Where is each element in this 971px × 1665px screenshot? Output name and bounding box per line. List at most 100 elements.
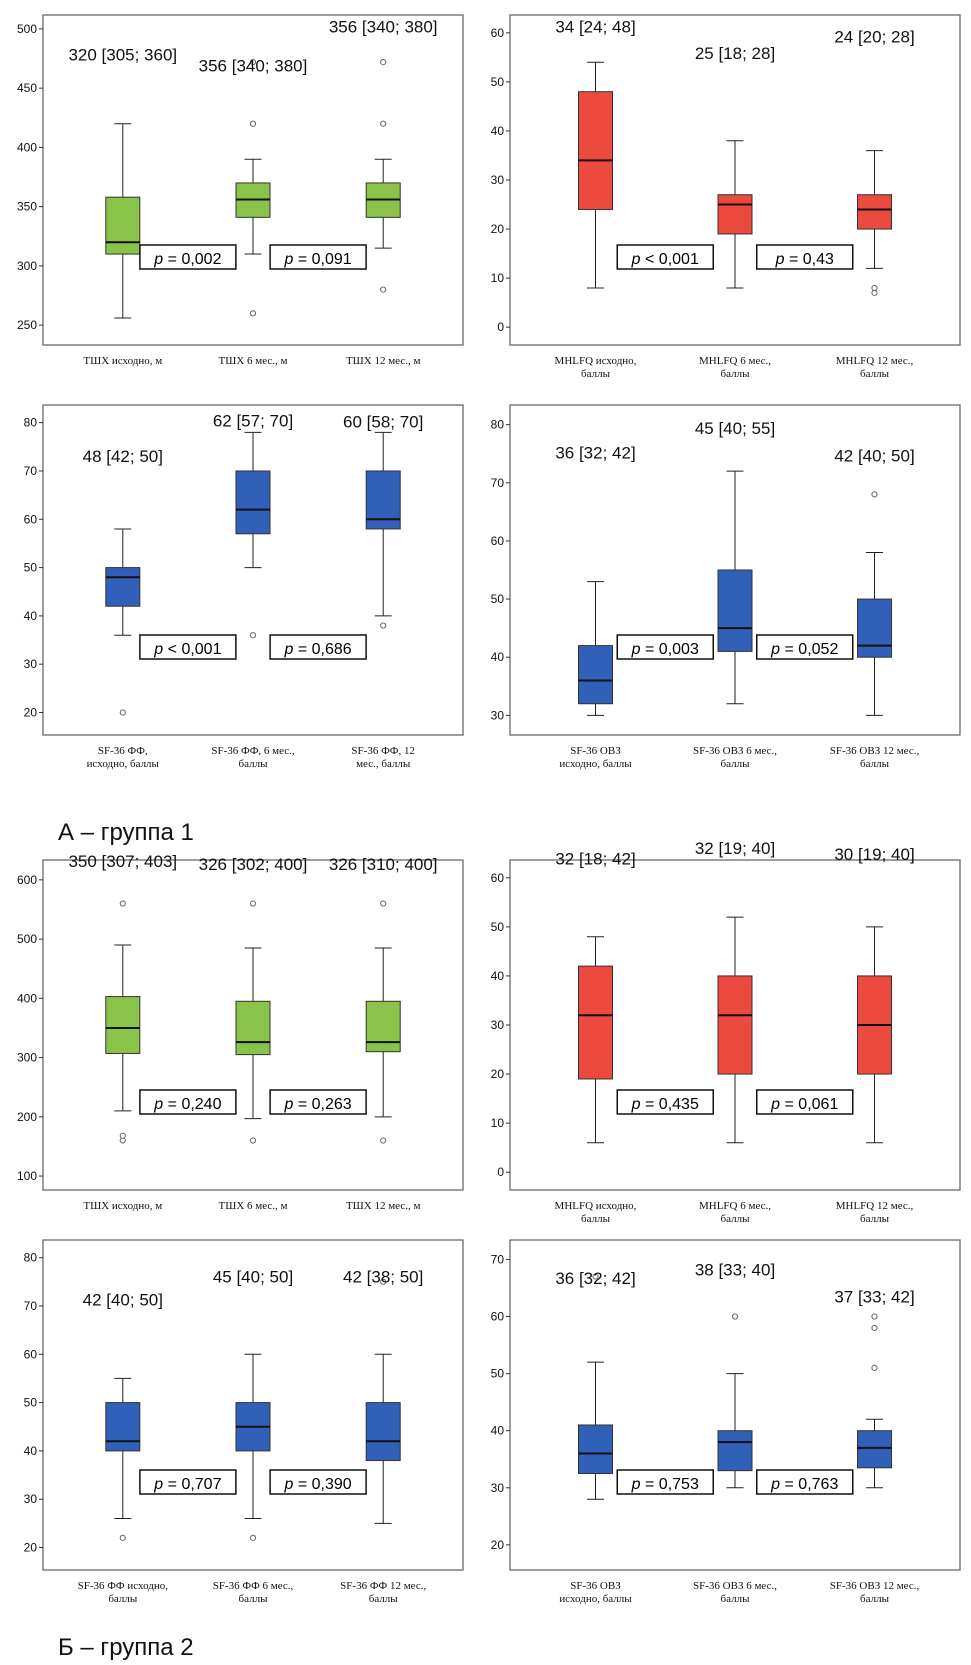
y-tick-label: 60 xyxy=(491,1310,505,1324)
category-label: MHLFQ 6 мес., xyxy=(699,1200,771,1212)
y-tick-label: 30 xyxy=(491,1018,505,1032)
iqr-label: 350 [307; 403] xyxy=(68,852,177,871)
category-label: баллы xyxy=(860,1213,890,1225)
iqr-label: 32 [18; 42] xyxy=(555,850,635,869)
outlier-point xyxy=(249,1137,257,1144)
y-tick-label: 30 xyxy=(24,1492,38,1506)
y-tick-label: 30 xyxy=(491,708,505,722)
iqr-label: 320 [305; 360] xyxy=(68,46,177,65)
y-tick-label: 80 xyxy=(24,416,38,430)
p-value-text: = 0,390 xyxy=(293,1476,351,1493)
y-tick-label: 400 xyxy=(17,140,37,154)
iqr-label: 356 [340; 380] xyxy=(199,56,308,75)
iqr-label: 36 [32; 42] xyxy=(555,444,635,463)
box-3 xyxy=(857,598,892,658)
y-tick-label: 30 xyxy=(24,657,38,671)
box-3 xyxy=(365,1402,401,1462)
iqr-label: 45 [40; 55] xyxy=(695,419,775,438)
y-tick-label: 60 xyxy=(491,534,505,548)
category-label: ТШХ 12 мес., м xyxy=(346,355,421,367)
box-1 xyxy=(105,196,141,255)
iqr-label: 42 [40; 50] xyxy=(834,447,914,466)
p-symbol: p xyxy=(631,641,641,658)
p-value-text: = 0,707 xyxy=(163,1476,221,1493)
p-value-label: p = 0,002 xyxy=(153,251,221,268)
box-1 xyxy=(105,996,141,1054)
y-tick-label: 30 xyxy=(491,173,505,187)
p-value-box xyxy=(269,1089,367,1115)
category-label: SF-36 ОВЗ xyxy=(570,1580,621,1592)
p-value-text: = 0,763 xyxy=(780,1476,838,1493)
p-value-text: = 0,091 xyxy=(293,251,351,268)
category-label: SF-36 ФФ 6 мес., xyxy=(213,1580,294,1592)
category-label: SF-36 ФФ исходно, xyxy=(78,1580,169,1592)
outlier-point xyxy=(871,1364,878,1371)
p-value-label: p = 0,091 xyxy=(284,251,352,268)
iqr-label: 326 [302; 400] xyxy=(199,855,308,874)
iqr-label: 25 [18; 28] xyxy=(695,44,775,63)
p-value-box xyxy=(269,1469,367,1495)
p-value-box xyxy=(616,1089,714,1115)
p-value-label: p = 0,240 xyxy=(153,1096,221,1113)
category-label: баллы xyxy=(581,1213,611,1225)
category-label: MHLFQ 12 мес., xyxy=(836,355,914,367)
category-label: SF-36 ФФ, xyxy=(98,745,148,757)
p-value-text: = 0,686 xyxy=(293,641,351,658)
p-symbol: p xyxy=(284,641,294,658)
p-symbol: p xyxy=(153,251,163,268)
outlier-point xyxy=(380,900,387,907)
iqr-label: 34 [24; 48] xyxy=(555,17,635,36)
p-value-box xyxy=(616,244,714,270)
y-tick-label: 50 xyxy=(491,75,505,89)
p-symbol: p xyxy=(284,1096,294,1113)
outlier-point xyxy=(249,632,257,639)
p-value-label: p = 0,686 xyxy=(284,641,352,658)
p-value-box xyxy=(269,634,367,660)
p-value-box xyxy=(616,1469,714,1495)
outlier-point xyxy=(249,900,257,907)
box-3 xyxy=(365,1000,401,1053)
y-tick-label: 40 xyxy=(491,1424,505,1438)
y-tick-label: 40 xyxy=(24,609,38,623)
y-tick-label: 30 xyxy=(491,1481,505,1495)
p-symbol: p xyxy=(153,1476,163,1493)
p-symbol: p xyxy=(775,251,785,268)
box-1 xyxy=(105,567,141,607)
iqr-label: 42 [38; 50] xyxy=(343,1267,423,1286)
category-label: баллы xyxy=(860,368,890,380)
outlier-point xyxy=(592,1273,599,1280)
box-3 xyxy=(857,1430,892,1469)
p-value-text: = 0,003 xyxy=(641,641,699,658)
p-value-text: = 0,002 xyxy=(163,251,221,268)
category-label: ТШХ 12 мес., м xyxy=(346,1200,421,1212)
p-value-label: p = 0,753 xyxy=(631,1476,699,1493)
y-tick-label: 500 xyxy=(17,22,37,36)
category-label: баллы xyxy=(721,758,751,770)
p-value-text: = 0,052 xyxy=(780,641,838,658)
y-tick-label: 600 xyxy=(17,873,37,887)
p-symbol: p xyxy=(770,641,780,658)
outlier-point xyxy=(249,59,257,66)
y-tick-label: 10 xyxy=(491,271,505,285)
iqr-label: 38 [33; 40] xyxy=(695,1261,775,1280)
outlier-point xyxy=(119,709,126,716)
p-symbol: p xyxy=(631,251,641,268)
iqr-label: 36 [32; 42] xyxy=(555,1269,635,1288)
box-2 xyxy=(717,569,753,652)
iqr-label: 30 [19; 40] xyxy=(834,845,914,864)
chart-panel-1: 250 300 350 400 450 500 320 [305; 360] ТШХ исхо… xyxy=(17,14,464,367)
category-label: мес., баллы xyxy=(356,758,411,770)
y-tick-label: 400 xyxy=(17,991,37,1005)
box-3 xyxy=(857,194,892,230)
p-value-box xyxy=(756,1089,854,1115)
outlier-point xyxy=(731,1313,739,1320)
y-tick-label: 20 xyxy=(24,1541,38,1555)
y-tick-label: 70 xyxy=(491,1252,505,1266)
y-tick-label: 60 xyxy=(24,1347,38,1361)
box-1 xyxy=(578,965,613,1080)
iqr-label: 356 [340; 380] xyxy=(329,17,438,36)
category-label: MHLFQ 6 мес., xyxy=(699,355,771,367)
p-symbol: p xyxy=(153,641,163,658)
outlier-point xyxy=(380,59,387,66)
